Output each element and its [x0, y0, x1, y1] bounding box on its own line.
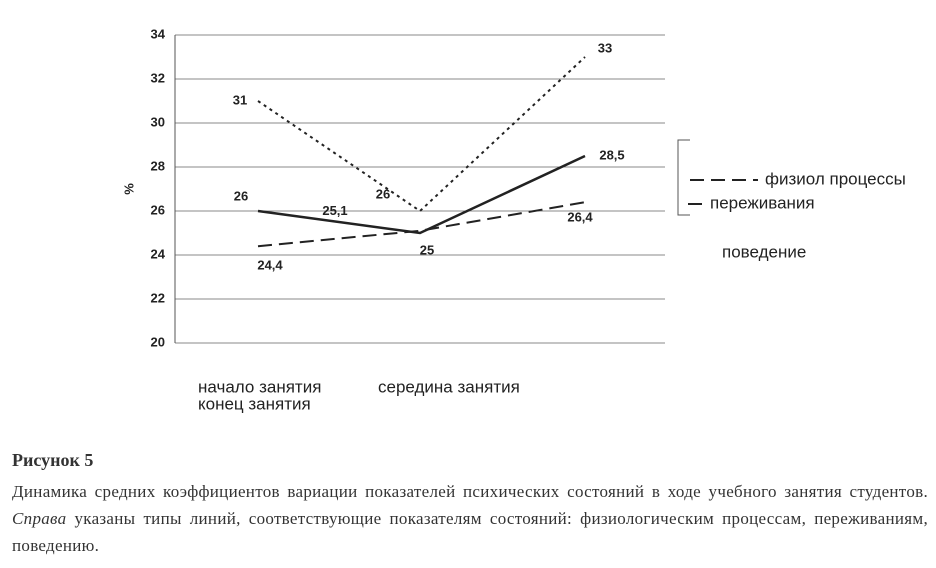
caption-title: Рисунок 5 [12, 450, 94, 470]
caption-part: Динамика средних коэффициентов вариации … [12, 482, 928, 501]
y-axis-label: % [121, 183, 136, 195]
data-label: 26,4 [567, 210, 593, 225]
data-label: 31 [233, 92, 247, 107]
y-tick-label: 30 [151, 114, 165, 129]
y-tick-label: 32 [151, 70, 165, 85]
y-tick-label: 28 [151, 158, 165, 173]
data-label: 25 [420, 242, 434, 257]
legend-label: физиол процессы [765, 169, 906, 188]
x-tick-label: начало занятия [198, 377, 321, 396]
x-tick-label: середина занятия [378, 377, 520, 396]
y-tick-label: 26 [151, 202, 165, 217]
data-label: 24,4 [257, 258, 283, 273]
y-tick-label: 20 [151, 334, 165, 349]
legend-label: поведение [722, 242, 806, 261]
caption-part: указаны типы линий, соответствующие пока… [12, 509, 928, 555]
series-line [257, 201, 586, 248]
caption-text: Динамика средних коэффициентов вариации … [12, 478, 928, 559]
data-label: 33 [598, 40, 612, 55]
legend-label: переживания [710, 193, 815, 212]
y-tick-label: 24 [151, 246, 166, 261]
data-label: 28,5 [599, 147, 624, 162]
legend-bracket [677, 139, 690, 216]
series-line [257, 56, 586, 213]
chart: % 20 22 24 26 28 30 32 34 начало занятия середина… [121, 26, 906, 413]
series-line [257, 154, 586, 235]
y-tick-label: 34 [151, 26, 166, 41]
y-tick-label: 22 [151, 290, 165, 305]
x-tick-label: конец занятия [198, 394, 311, 413]
data-label: 26 [376, 186, 390, 201]
caption-italic: Справа [12, 509, 67, 528]
data-label: 26 [234, 188, 248, 203]
data-label: 25,1 [322, 203, 347, 218]
